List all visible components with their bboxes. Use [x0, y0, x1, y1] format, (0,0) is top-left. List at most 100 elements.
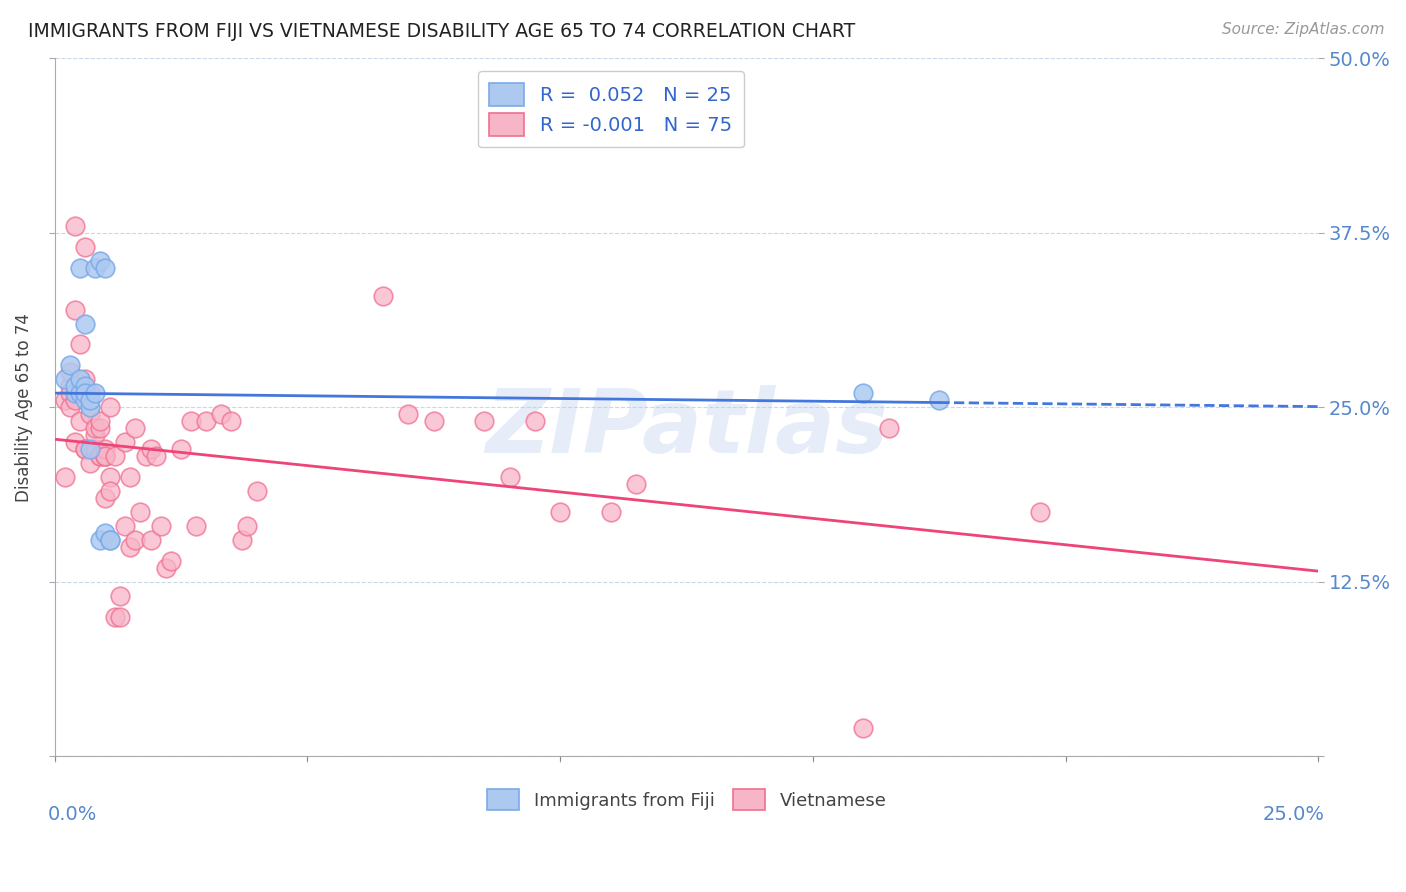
Point — [422, 414, 444, 428]
Point — [84, 260, 107, 275]
Point — [98, 533, 121, 547]
Point — [84, 421, 107, 435]
Point — [145, 449, 167, 463]
Point — [110, 589, 132, 603]
Point — [139, 533, 162, 547]
Point — [928, 393, 950, 408]
Point — [89, 449, 111, 463]
Point — [120, 470, 142, 484]
Point — [195, 414, 218, 428]
Point — [170, 442, 193, 457]
Point — [63, 302, 86, 317]
Point — [59, 365, 82, 379]
Point — [877, 421, 900, 435]
Point — [104, 449, 127, 463]
Point — [235, 519, 257, 533]
Point — [246, 484, 269, 499]
Point — [79, 407, 101, 421]
Point — [69, 386, 91, 401]
Point — [79, 393, 101, 408]
Text: ZIPatlas: ZIPatlas — [485, 384, 889, 472]
Text: IMMIGRANTS FROM FIJI VS VIETNAMESE DISABILITY AGE 65 TO 74 CORRELATION CHART: IMMIGRANTS FROM FIJI VS VIETNAMESE DISAB… — [28, 22, 855, 41]
Point — [98, 470, 121, 484]
Point — [89, 533, 111, 547]
Point — [98, 401, 121, 415]
Point — [89, 253, 111, 268]
Point — [53, 372, 76, 386]
Point — [852, 722, 875, 736]
Point — [59, 359, 82, 373]
Point — [73, 386, 96, 401]
Point — [114, 435, 136, 450]
Text: Source: ZipAtlas.com: Source: ZipAtlas.com — [1222, 22, 1385, 37]
Point — [84, 386, 107, 401]
Point — [73, 240, 96, 254]
Point — [110, 609, 132, 624]
Point — [53, 393, 76, 408]
Point — [73, 442, 96, 457]
Point — [53, 470, 76, 484]
Point — [69, 260, 91, 275]
Point — [209, 407, 232, 421]
Point — [129, 505, 152, 519]
Point — [69, 414, 91, 428]
Point — [221, 414, 243, 428]
Point — [84, 428, 107, 442]
Point — [69, 386, 91, 401]
Point — [114, 519, 136, 533]
Point — [79, 442, 101, 457]
Point — [89, 449, 111, 463]
Point — [59, 401, 82, 415]
Point — [231, 533, 253, 547]
Point — [149, 519, 172, 533]
Point — [73, 386, 96, 401]
Point — [98, 533, 121, 547]
Point — [94, 491, 117, 505]
Point — [89, 421, 111, 435]
Point — [79, 386, 101, 401]
Point — [94, 449, 117, 463]
Point — [184, 519, 207, 533]
Point — [624, 477, 647, 491]
Point — [373, 288, 395, 302]
Point — [89, 414, 111, 428]
Point — [63, 386, 86, 401]
Point — [69, 337, 91, 351]
Point — [73, 442, 96, 457]
Y-axis label: Disability Age 65 to 74: Disability Age 65 to 74 — [15, 313, 32, 501]
Point — [180, 414, 202, 428]
Point — [472, 414, 495, 428]
Point — [79, 401, 101, 415]
Point — [155, 561, 177, 575]
Point — [124, 533, 146, 547]
Point — [94, 449, 117, 463]
Point — [59, 379, 82, 393]
Point — [523, 414, 546, 428]
Point — [396, 407, 419, 421]
Point — [59, 386, 82, 401]
Point — [73, 379, 96, 393]
Point — [94, 442, 117, 457]
Point — [73, 386, 96, 401]
Point — [124, 421, 146, 435]
Point — [73, 317, 96, 331]
Point — [73, 372, 96, 386]
Point — [120, 540, 142, 554]
Point — [548, 505, 571, 519]
Point — [159, 554, 181, 568]
Point — [94, 526, 117, 541]
Point — [1029, 505, 1052, 519]
Text: 25.0%: 25.0% — [1263, 805, 1324, 824]
Point — [69, 372, 91, 386]
Point — [73, 393, 96, 408]
Legend: Immigrants from Fiji, Vietnamese: Immigrants from Fiji, Vietnamese — [479, 782, 894, 817]
Point — [498, 470, 520, 484]
Point — [139, 442, 162, 457]
Point — [79, 456, 101, 470]
Point — [135, 449, 157, 463]
Point — [852, 386, 875, 401]
Point — [94, 449, 117, 463]
Point — [63, 435, 86, 450]
Point — [63, 393, 86, 408]
Point — [104, 609, 127, 624]
